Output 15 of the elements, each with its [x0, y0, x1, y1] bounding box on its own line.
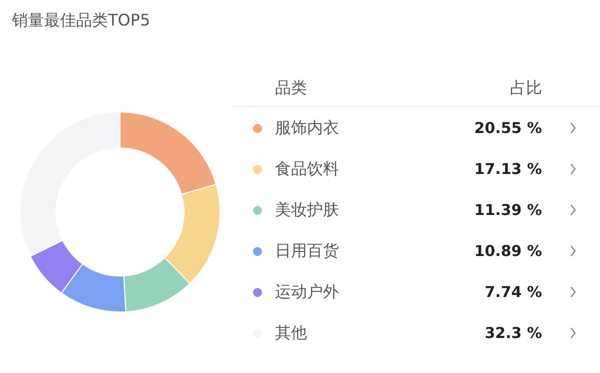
data-label: 10.89 % — [474, 242, 542, 260]
legend-label: 日用百货 — [275, 241, 339, 262]
legend-label: 运动户外 — [275, 282, 339, 303]
data-label: 11.39 % — [474, 201, 542, 219]
legend-label: 美妆护肤 — [275, 200, 339, 221]
legend-label: 食品饮料 — [275, 159, 339, 180]
text: 占比 — [510, 78, 542, 99]
data-label: 7.74 % — [484, 283, 542, 301]
chart-title: 销量最佳品类TOP5 — [11, 10, 150, 30]
legend-label: 其他 — [275, 323, 307, 344]
data-label: 32.3 % — [484, 324, 542, 342]
legend-label: 服饰内衣 — [275, 118, 339, 139]
data-label: 17.13 % — [474, 160, 542, 178]
data-label: 20.55 % — [474, 119, 542, 137]
legend-title: 品类 — [275, 78, 307, 99]
